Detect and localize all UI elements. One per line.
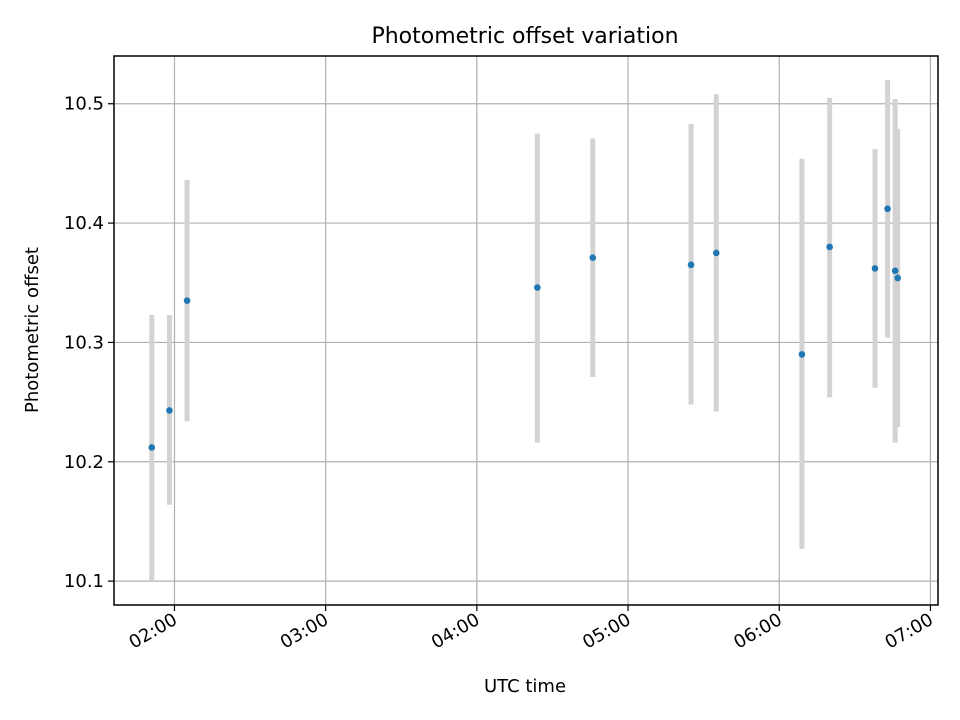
data-points — [148, 205, 901, 451]
data-point — [148, 444, 156, 451]
data-point — [798, 351, 806, 358]
x-tick-label: 05:00 — [579, 609, 634, 653]
data-point — [712, 249, 720, 257]
error-bars — [149, 79, 901, 582]
y-tick-label: 10.1 — [64, 571, 104, 592]
data-point — [894, 274, 901, 282]
data-point — [183, 297, 191, 304]
x-axis-ticks: 02:00 03:00 04:00 05:00 06:00 07:00 — [126, 605, 937, 653]
y-tick-label: 10.4 — [64, 213, 104, 234]
data-point — [891, 267, 899, 275]
data-point — [166, 407, 173, 414]
x-axis-label: UTC time — [484, 676, 566, 697]
data-point — [871, 265, 879, 272]
y-tick-label: 10.5 — [64, 94, 104, 115]
data-point — [589, 254, 597, 261]
x-tick-label: 03:00 — [277, 609, 332, 653]
y-axis-ticks: 10.1 10.2 10.3 10.4 10.5 — [64, 94, 114, 592]
y-tick-label: 10.2 — [64, 452, 104, 473]
data-point — [826, 243, 833, 251]
y-tick-label: 10.3 — [64, 332, 104, 353]
x-tick-label: 07:00 — [882, 609, 937, 653]
x-tick-label: 04:00 — [428, 609, 483, 653]
plot-frame — [113, 55, 939, 606]
x-tick-label: 02:00 — [126, 609, 181, 653]
data-point — [687, 261, 695, 269]
data-point — [534, 284, 541, 291]
grid — [114, 56, 938, 605]
y-axis-label: Photometric offset — [22, 247, 43, 413]
data-point — [884, 205, 891, 213]
x-tick-label: 06:00 — [730, 609, 785, 653]
chart-title: Photometric offset variation — [371, 24, 678, 49]
